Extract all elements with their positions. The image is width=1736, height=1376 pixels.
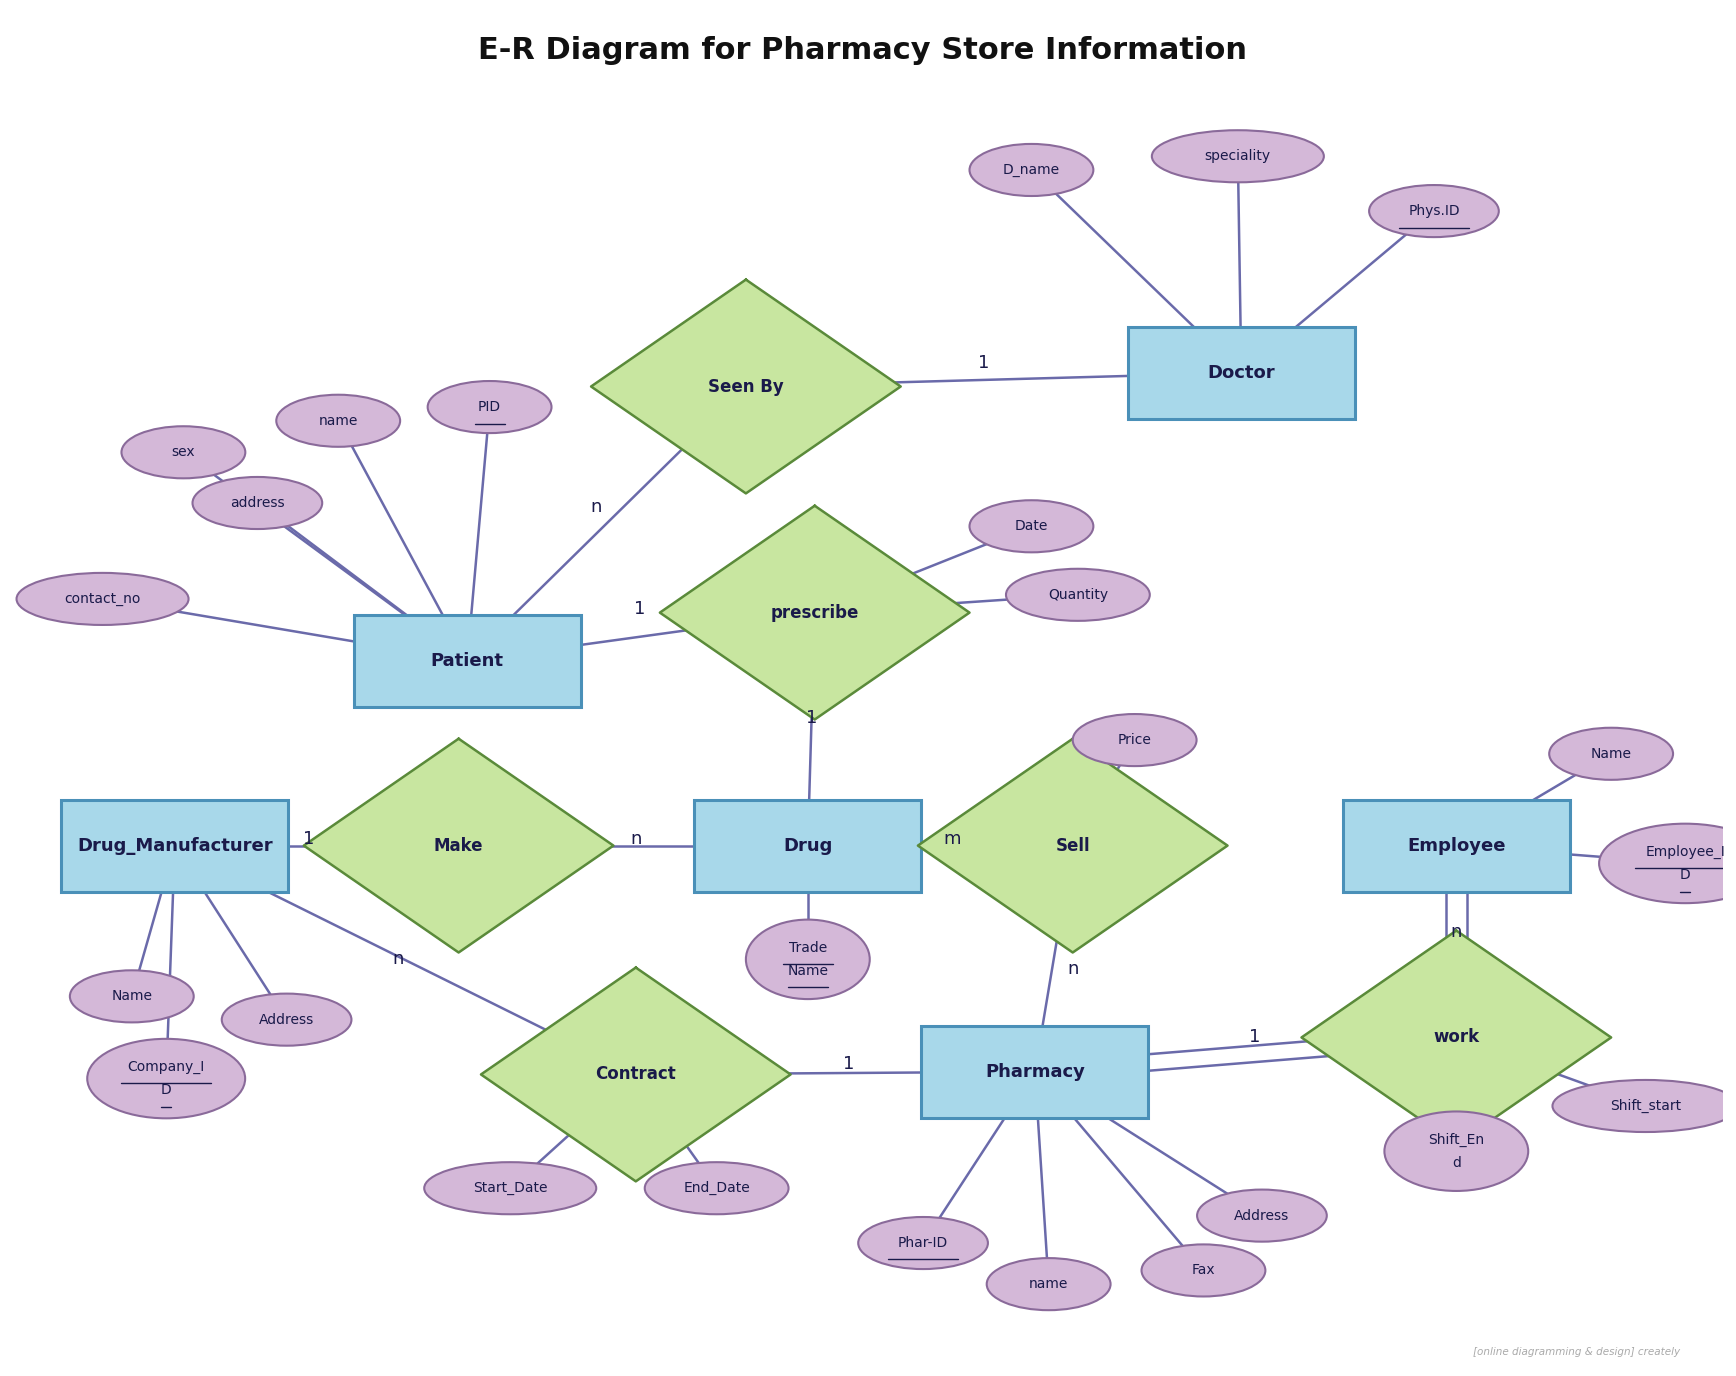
Text: E-R Diagram for Pharmacy Store Information: E-R Diagram for Pharmacy Store Informati… [479, 36, 1248, 65]
Ellipse shape [17, 572, 189, 625]
Text: Address: Address [259, 1013, 314, 1026]
Text: Shift_En: Shift_En [1429, 1132, 1484, 1146]
Text: 1: 1 [304, 830, 314, 848]
Ellipse shape [1153, 131, 1325, 182]
Text: D_name: D_name [1003, 162, 1061, 178]
Ellipse shape [746, 919, 870, 999]
FancyBboxPatch shape [1128, 327, 1354, 418]
Text: D: D [161, 1083, 172, 1097]
Ellipse shape [969, 501, 1094, 552]
Text: Trade: Trade [788, 941, 826, 955]
Polygon shape [481, 967, 790, 1182]
Ellipse shape [969, 144, 1094, 195]
Text: Drug_Manufacturer: Drug_Manufacturer [76, 837, 273, 854]
Text: contact_no: contact_no [64, 592, 141, 605]
Text: Patient: Patient [431, 652, 503, 670]
Ellipse shape [276, 395, 399, 447]
Text: name: name [1029, 1277, 1068, 1291]
Polygon shape [590, 279, 901, 494]
FancyBboxPatch shape [1342, 799, 1569, 892]
Text: Date: Date [1016, 519, 1049, 534]
Text: work: work [1434, 1028, 1479, 1047]
Ellipse shape [69, 970, 194, 1022]
Ellipse shape [1198, 1190, 1326, 1241]
Ellipse shape [222, 993, 351, 1046]
Text: 1: 1 [634, 600, 646, 618]
FancyBboxPatch shape [61, 799, 288, 892]
Ellipse shape [644, 1163, 788, 1214]
Text: Address: Address [1234, 1208, 1290, 1223]
Text: m: m [944, 830, 962, 848]
Text: Name: Name [1590, 747, 1632, 761]
Text: 1: 1 [806, 709, 818, 727]
Text: Name: Name [111, 989, 153, 1003]
Text: 1: 1 [977, 354, 990, 372]
Text: Doctor: Doctor [1208, 363, 1276, 381]
Text: Pharmacy: Pharmacy [984, 1062, 1085, 1080]
Text: Phar-ID: Phar-ID [898, 1236, 948, 1249]
Polygon shape [304, 739, 613, 952]
Text: n: n [630, 830, 642, 848]
Text: Company_I: Company_I [127, 1060, 205, 1073]
Text: PID: PID [477, 400, 502, 414]
Text: Contract: Contract [595, 1065, 677, 1083]
Ellipse shape [858, 1216, 988, 1269]
Text: Phys.ID: Phys.ID [1408, 204, 1460, 217]
Ellipse shape [1549, 728, 1674, 780]
FancyBboxPatch shape [354, 615, 582, 706]
Ellipse shape [87, 1039, 245, 1119]
Text: Make: Make [434, 837, 483, 854]
Text: End_Date: End_Date [684, 1181, 750, 1196]
Polygon shape [1302, 930, 1611, 1145]
Text: 1: 1 [1250, 1028, 1260, 1047]
Polygon shape [918, 739, 1227, 952]
Ellipse shape [427, 381, 552, 433]
Ellipse shape [1599, 824, 1736, 903]
Text: n: n [392, 951, 404, 969]
Ellipse shape [986, 1258, 1111, 1310]
Text: Fax: Fax [1191, 1263, 1215, 1277]
Ellipse shape [122, 427, 245, 479]
Text: name: name [318, 414, 358, 428]
Ellipse shape [193, 477, 323, 528]
Ellipse shape [1552, 1080, 1736, 1132]
Text: d: d [1451, 1156, 1460, 1170]
Text: Shift_start: Shift_start [1609, 1099, 1680, 1113]
Text: n: n [1451, 923, 1462, 941]
Text: sex: sex [172, 446, 194, 460]
Ellipse shape [1142, 1244, 1266, 1296]
Text: n: n [1068, 960, 1078, 978]
Text: Quantity: Quantity [1049, 588, 1108, 601]
Text: [online diagramming & design] creately: [online diagramming & design] creately [1472, 1347, 1680, 1357]
Text: D: D [1680, 868, 1691, 882]
Ellipse shape [1370, 184, 1498, 237]
Text: Seen By: Seen By [708, 377, 783, 395]
FancyBboxPatch shape [922, 1026, 1149, 1117]
Text: Sell: Sell [1055, 837, 1090, 854]
Text: n: n [590, 498, 602, 516]
Text: Employee_I: Employee_I [1646, 845, 1726, 859]
Text: address: address [231, 495, 285, 510]
Text: Employee: Employee [1408, 837, 1505, 854]
Text: prescribe: prescribe [771, 604, 859, 622]
Text: speciality: speciality [1205, 149, 1271, 164]
Text: Start_Date: Start_Date [472, 1181, 547, 1196]
Ellipse shape [1073, 714, 1196, 766]
Text: Drug: Drug [783, 837, 833, 854]
FancyBboxPatch shape [694, 799, 922, 892]
Text: Price: Price [1118, 733, 1151, 747]
Polygon shape [660, 506, 969, 720]
Text: Name: Name [788, 965, 828, 978]
Ellipse shape [1005, 568, 1149, 621]
Text: 1: 1 [844, 1054, 854, 1072]
Ellipse shape [424, 1163, 595, 1214]
Ellipse shape [1384, 1112, 1528, 1192]
